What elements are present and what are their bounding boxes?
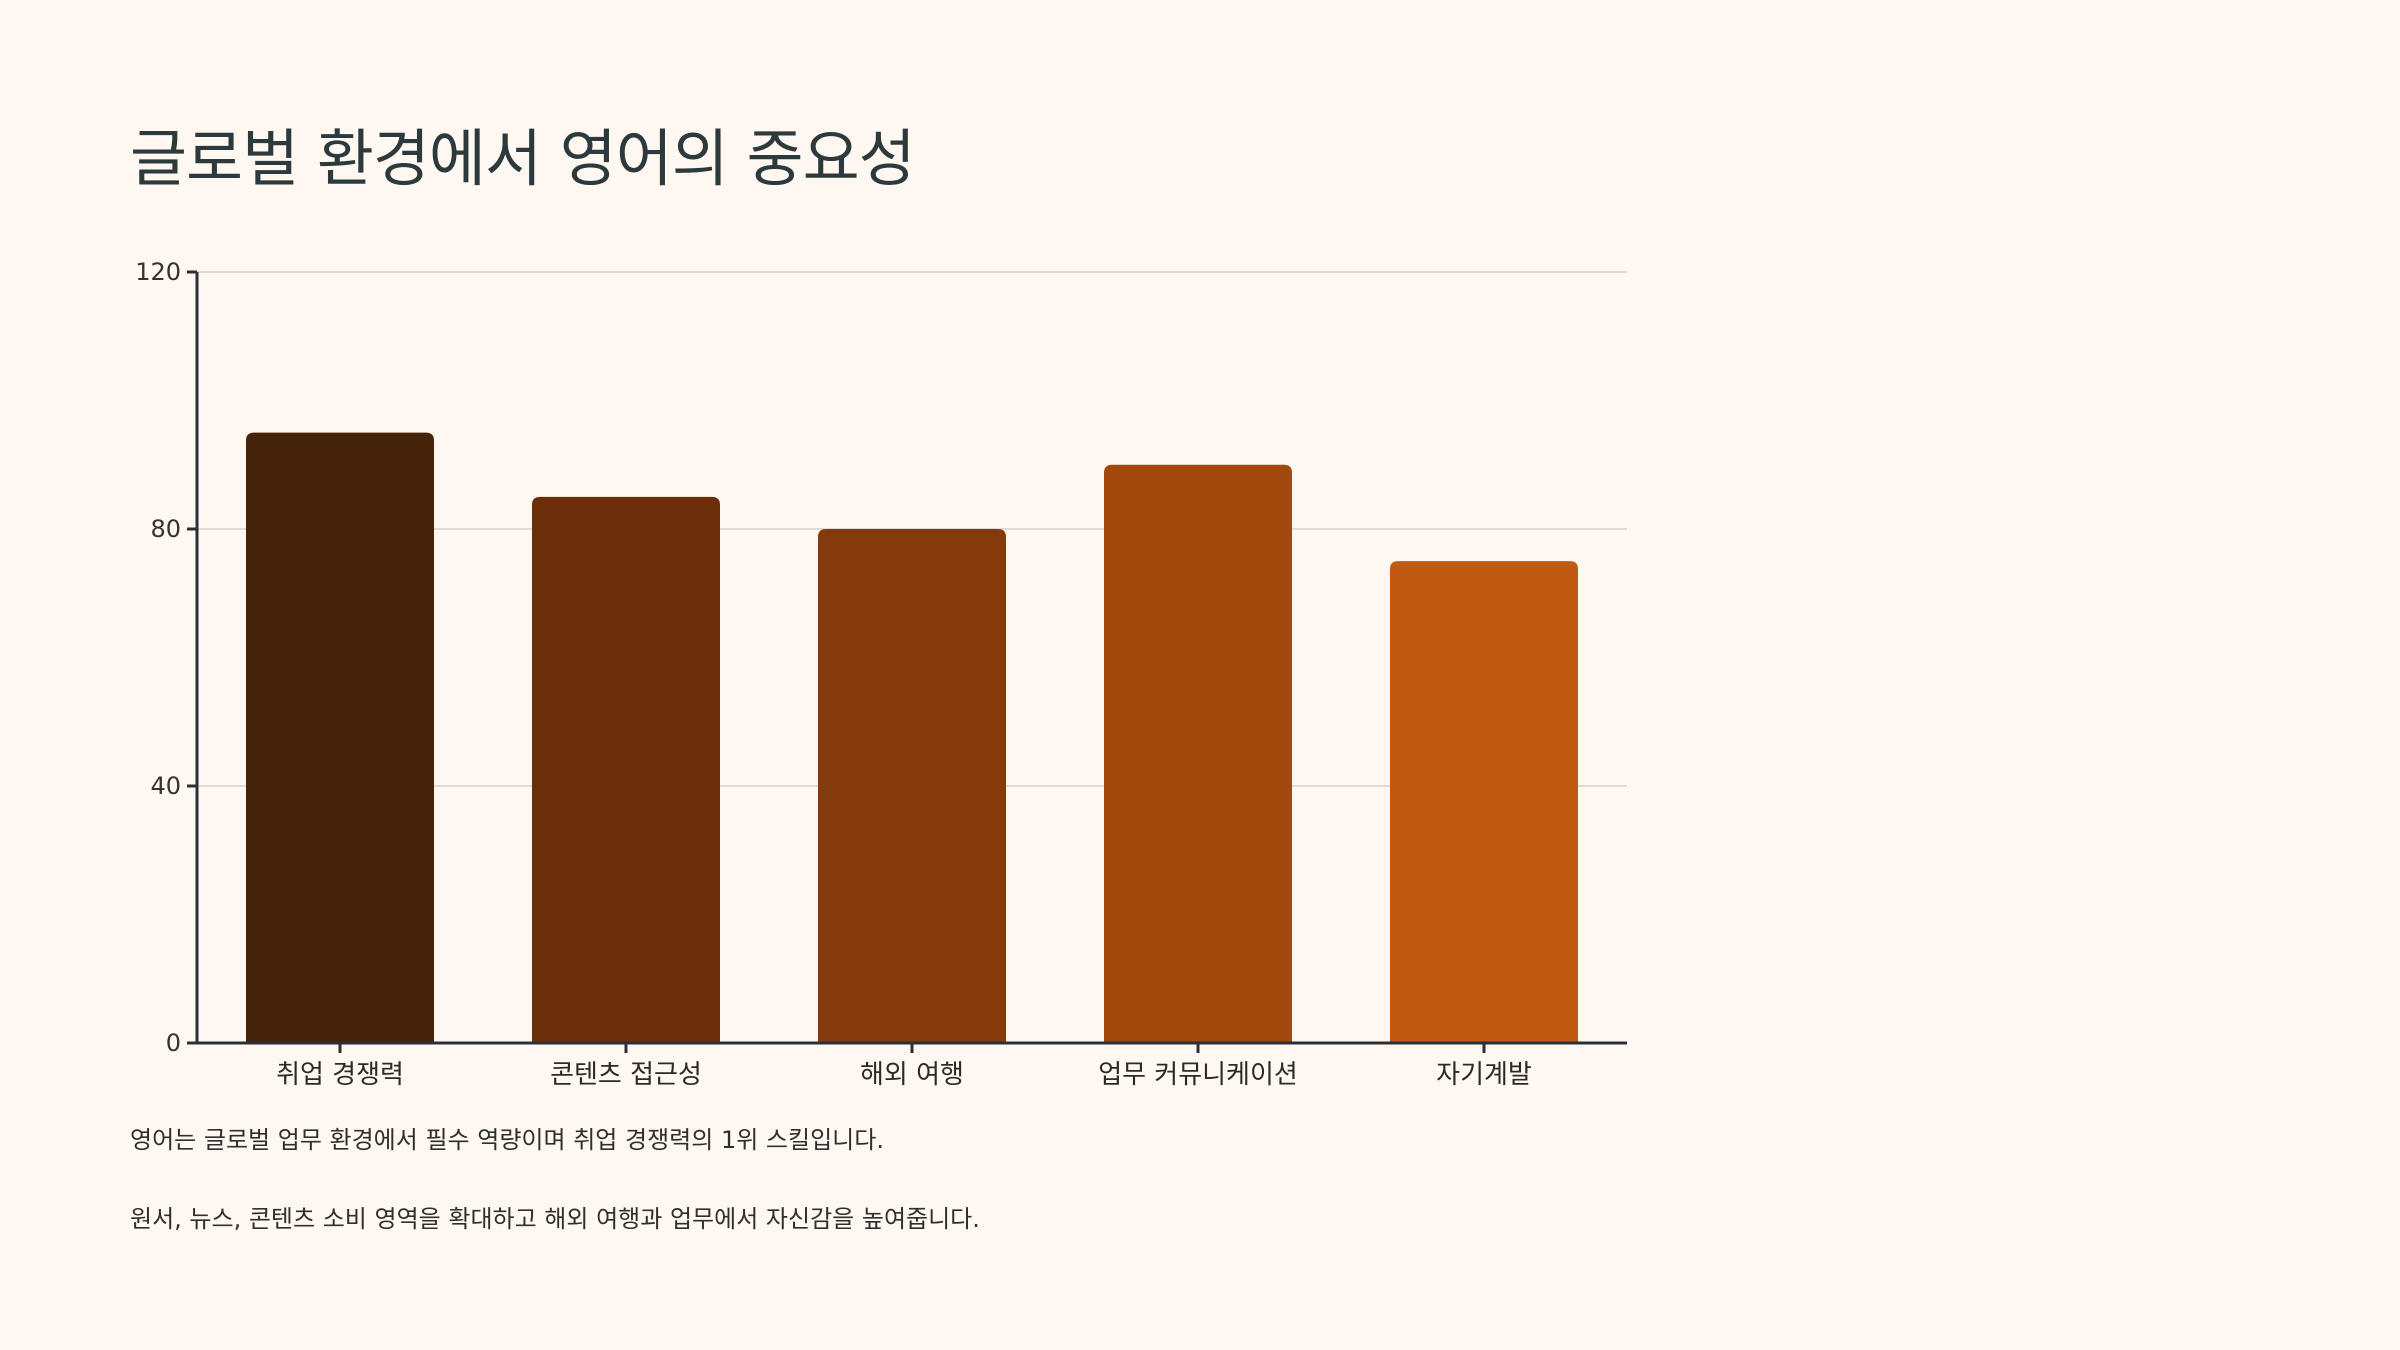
bar — [1104, 464, 1292, 1043]
bar — [532, 496, 720, 1043]
bar — [818, 529, 1006, 1043]
x-tick-label: 해외 여행 — [860, 1060, 964, 1090]
notes: 영어는 글로벌 업무 환경에서 필수 역량이며 취업 경쟁력의 1위 스킬입니다… — [130, 1120, 980, 1278]
y-tick-label: 80 — [150, 515, 181, 543]
y-tick-label: 0 — [166, 1029, 181, 1057]
x-tick-label: 자기계발 — [1436, 1060, 1532, 1090]
x-tick-label: 콘텐츠 접근성 — [550, 1060, 702, 1090]
x-tick-label: 업무 커뮤니케이션 — [1098, 1060, 1298, 1090]
y-tick-label: 120 — [135, 258, 181, 286]
x-tick-label: 취업 경쟁력 — [276, 1060, 404, 1090]
y-tick-label: 40 — [150, 772, 181, 800]
bar — [246, 432, 434, 1043]
bars — [246, 432, 1578, 1043]
note-1: 영어는 글로벌 업무 환경에서 필수 역량이며 취업 경쟁력의 1위 스킬입니다… — [130, 1126, 884, 1154]
bar — [1390, 561, 1578, 1043]
axis-labels: 0 40 80 120 취업 경쟁력 콘텐츠 접근성 해외 여행 업무 커뮤니케이션 자기계발 — [135, 258, 1532, 1090]
note-2: 원서, 뉴스, 콘텐츠 소비 영역을 확대하고 해외 여행과 업무에서 자신감을… — [130, 1205, 980, 1233]
page-title: 글로벌 환경에서 영어의 중요성 — [130, 122, 916, 195]
axes — [187, 270, 1627, 1053]
